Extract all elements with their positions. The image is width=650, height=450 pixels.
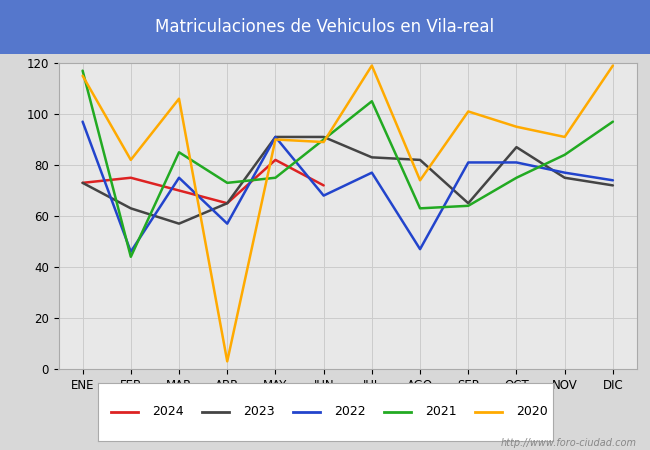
- Text: 2020: 2020: [516, 405, 548, 418]
- Text: 2022: 2022: [334, 405, 366, 418]
- Text: 2023: 2023: [243, 405, 275, 418]
- Text: Matriculaciones de Vehiculos en Vila-real: Matriculaciones de Vehiculos en Vila-rea…: [155, 18, 495, 36]
- Text: 2021: 2021: [425, 405, 457, 418]
- Text: http://www.foro-ciudad.com: http://www.foro-ciudad.com: [501, 438, 637, 448]
- Text: 2024: 2024: [152, 405, 184, 418]
